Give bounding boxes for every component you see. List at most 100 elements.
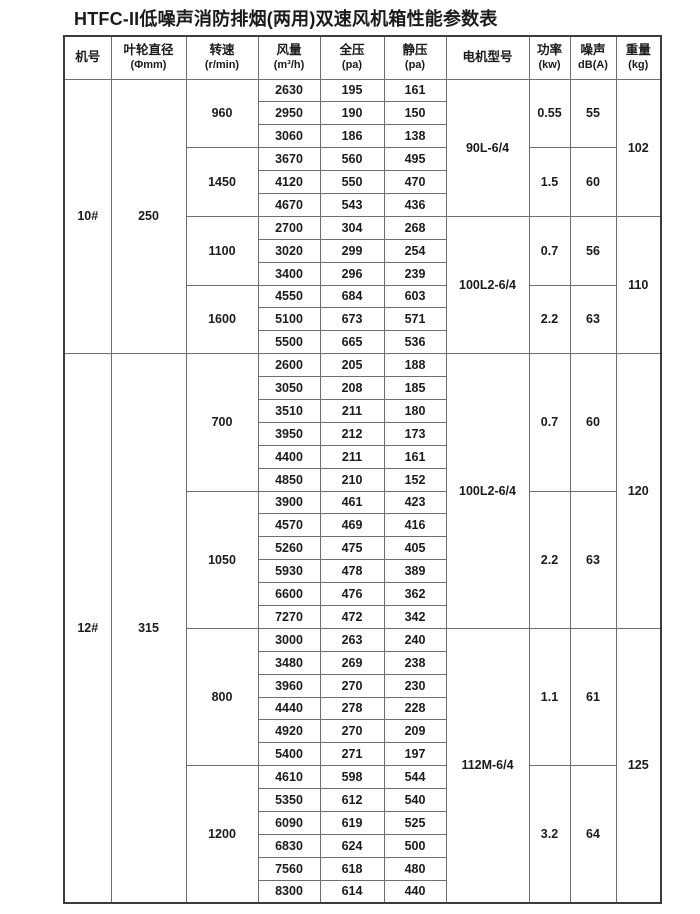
- column-header-label: 转速: [209, 43, 235, 58]
- column-header-label: 机号: [75, 49, 101, 64]
- cell-total-pressure: 263: [319, 627, 385, 652]
- cell-static-pressure: 540: [383, 788, 447, 812]
- table-row: 1050 3900 461 423 2.2 63: [64, 490, 661, 629]
- cell-static-pressure: 500: [383, 833, 447, 858]
- cell-static-pressure: 152: [383, 467, 447, 492]
- spec-table-head: 机号 叶轮直径 (Φmm) 转速 (r/min) 风量 (m³/h) 全压 (pa) 静压 (pa)…: [63, 35, 662, 80]
- cell-static-pressure: 228: [383, 696, 447, 721]
- cell-power: 2.2: [528, 284, 571, 355]
- column-header-4: 全压 (pa): [319, 35, 385, 80]
- cell-air-volume: 3510: [257, 398, 321, 423]
- cell-total-pressure: 598: [319, 765, 385, 790]
- cell-static-pressure: 389: [383, 559, 447, 584]
- page-title: HTFC-II低噪声消防排烟(两用)双速风机箱性能参数表: [74, 9, 498, 29]
- table-row: 1450 3670 560 495 1.5 60: [64, 147, 661, 217]
- cell-static-pressure: 185: [383, 376, 447, 400]
- cell-total-pressure: 476: [319, 582, 385, 606]
- table-row: 4400 211 161: [64, 444, 661, 469]
- cell-motor-model: 112M-6/4: [445, 627, 530, 904]
- cell-static-pressure: 161: [383, 444, 447, 469]
- column-header-label: 功率: [536, 43, 562, 58]
- cell-total-pressure: 461: [319, 490, 385, 515]
- cell-total-pressure: 278: [319, 696, 385, 721]
- cell-total-pressure: 469: [319, 513, 385, 538]
- cell-total-pressure: 186: [319, 124, 385, 149]
- table-row: 5260 475 405: [64, 536, 661, 561]
- cell-air-volume: 6830: [257, 833, 321, 858]
- column-header-unit: (m³/h): [273, 58, 305, 71]
- table-row: 10# 250 960 2630 195 161 90L-6/4 0.55 55 102: [63, 78, 662, 355]
- cell-total-pressure: 270: [319, 673, 385, 698]
- column-header-label: 全压: [339, 43, 365, 58]
- column-header-label: 风量: [276, 43, 302, 58]
- cell-air-volume: 3670: [257, 147, 321, 172]
- cell-static-pressure: 150: [383, 101, 447, 126]
- table-row: 3060 186 138: [64, 124, 661, 149]
- cell-impeller-diameter: 250: [110, 78, 187, 355]
- cell-air-volume: 3900: [257, 490, 321, 515]
- column-header-label: 重量: [625, 43, 651, 58]
- cell-speed: 1050: [185, 490, 259, 629]
- table-row: 4440 278 228: [64, 696, 661, 721]
- cell-static-pressure: 571: [383, 307, 447, 332]
- cell-air-volume: 4920: [257, 719, 321, 744]
- cell-static-pressure: 239: [383, 261, 447, 286]
- cell-noise: 61: [569, 627, 617, 767]
- cell-motor-model: 100L2-6/4: [445, 353, 530, 629]
- column-header-6: 电机型号: [445, 35, 530, 80]
- cell-weight: 102: [615, 78, 662, 217]
- cell-total-pressure: 212: [319, 421, 385, 446]
- table-row: 5400 271 197: [64, 742, 661, 767]
- table-row: 12# 315 700 2600 205 188 100L2-6/4 0.7 60 120: [63, 353, 662, 904]
- cell-total-pressure: 560: [319, 147, 385, 172]
- cell-static-pressure: 495: [383, 147, 447, 172]
- cell-static-pressure: 342: [383, 604, 447, 629]
- table-row: 5930 478 389: [64, 559, 661, 584]
- cell-air-volume: 8300: [257, 879, 321, 904]
- cell-air-volume: 5100: [257, 307, 321, 332]
- cell-static-pressure: 470: [383, 170, 447, 194]
- cell-total-pressure: 624: [319, 833, 385, 858]
- table-row: 1600 4550 684 603 2.2 63: [64, 284, 661, 355]
- column-header-5: 静压 (pa): [383, 35, 447, 80]
- cell-static-pressure: 188: [383, 353, 447, 378]
- cell-air-volume: 3000: [257, 627, 321, 652]
- cell-air-volume: 7560: [257, 856, 321, 881]
- cell-air-volume: 5400: [257, 742, 321, 767]
- cell-air-volume: 3480: [257, 650, 321, 675]
- cell-noise: 63: [569, 490, 617, 629]
- cell-static-pressure: 405: [383, 536, 447, 561]
- table-row: 6830 624 500: [64, 833, 661, 858]
- cell-air-volume: 3950: [257, 421, 321, 446]
- cell-total-pressure: 270: [319, 719, 385, 744]
- cell-static-pressure: 268: [383, 215, 447, 240]
- table-row: 7560 618 480: [64, 856, 661, 881]
- cell-static-pressure: 173: [383, 421, 447, 446]
- cell-total-pressure: 614: [319, 879, 385, 904]
- column-header-label: 静压: [402, 43, 428, 58]
- cell-static-pressure: 161: [383, 78, 447, 103]
- cell-air-volume: 5260: [257, 536, 321, 561]
- cell-total-pressure: 296: [319, 261, 385, 286]
- cell-total-pressure: 299: [319, 238, 385, 263]
- cell-power: 0.7: [528, 353, 571, 492]
- column-header-3: 风量 (m³/h): [257, 35, 321, 80]
- column-header-1: 叶轮直径 (Φmm): [110, 35, 187, 80]
- cell-impeller-diameter: 315: [110, 353, 187, 904]
- column-header-unit: (pa): [404, 58, 426, 71]
- cell-air-volume: 3060: [257, 124, 321, 149]
- cell-speed: 700: [185, 353, 259, 492]
- cell-speed: 1200: [185, 765, 259, 904]
- cell-total-pressure: 205: [319, 353, 385, 378]
- cell-air-volume: 5350: [257, 788, 321, 812]
- cell-static-pressure: 230: [383, 673, 447, 698]
- cell-air-volume: 3050: [257, 376, 321, 400]
- cell-total-pressure: 618: [319, 856, 385, 881]
- column-header-9: 重量 (kg): [615, 35, 662, 80]
- table-row: 800 3000 263 240 112M-6/4 1.1 61 125: [64, 627, 662, 904]
- cell-total-pressure: 619: [319, 811, 385, 835]
- cell-air-volume: 4400: [257, 444, 321, 469]
- cell-speed: 1100: [185, 215, 259, 286]
- column-header-unit: dB(A): [578, 58, 608, 71]
